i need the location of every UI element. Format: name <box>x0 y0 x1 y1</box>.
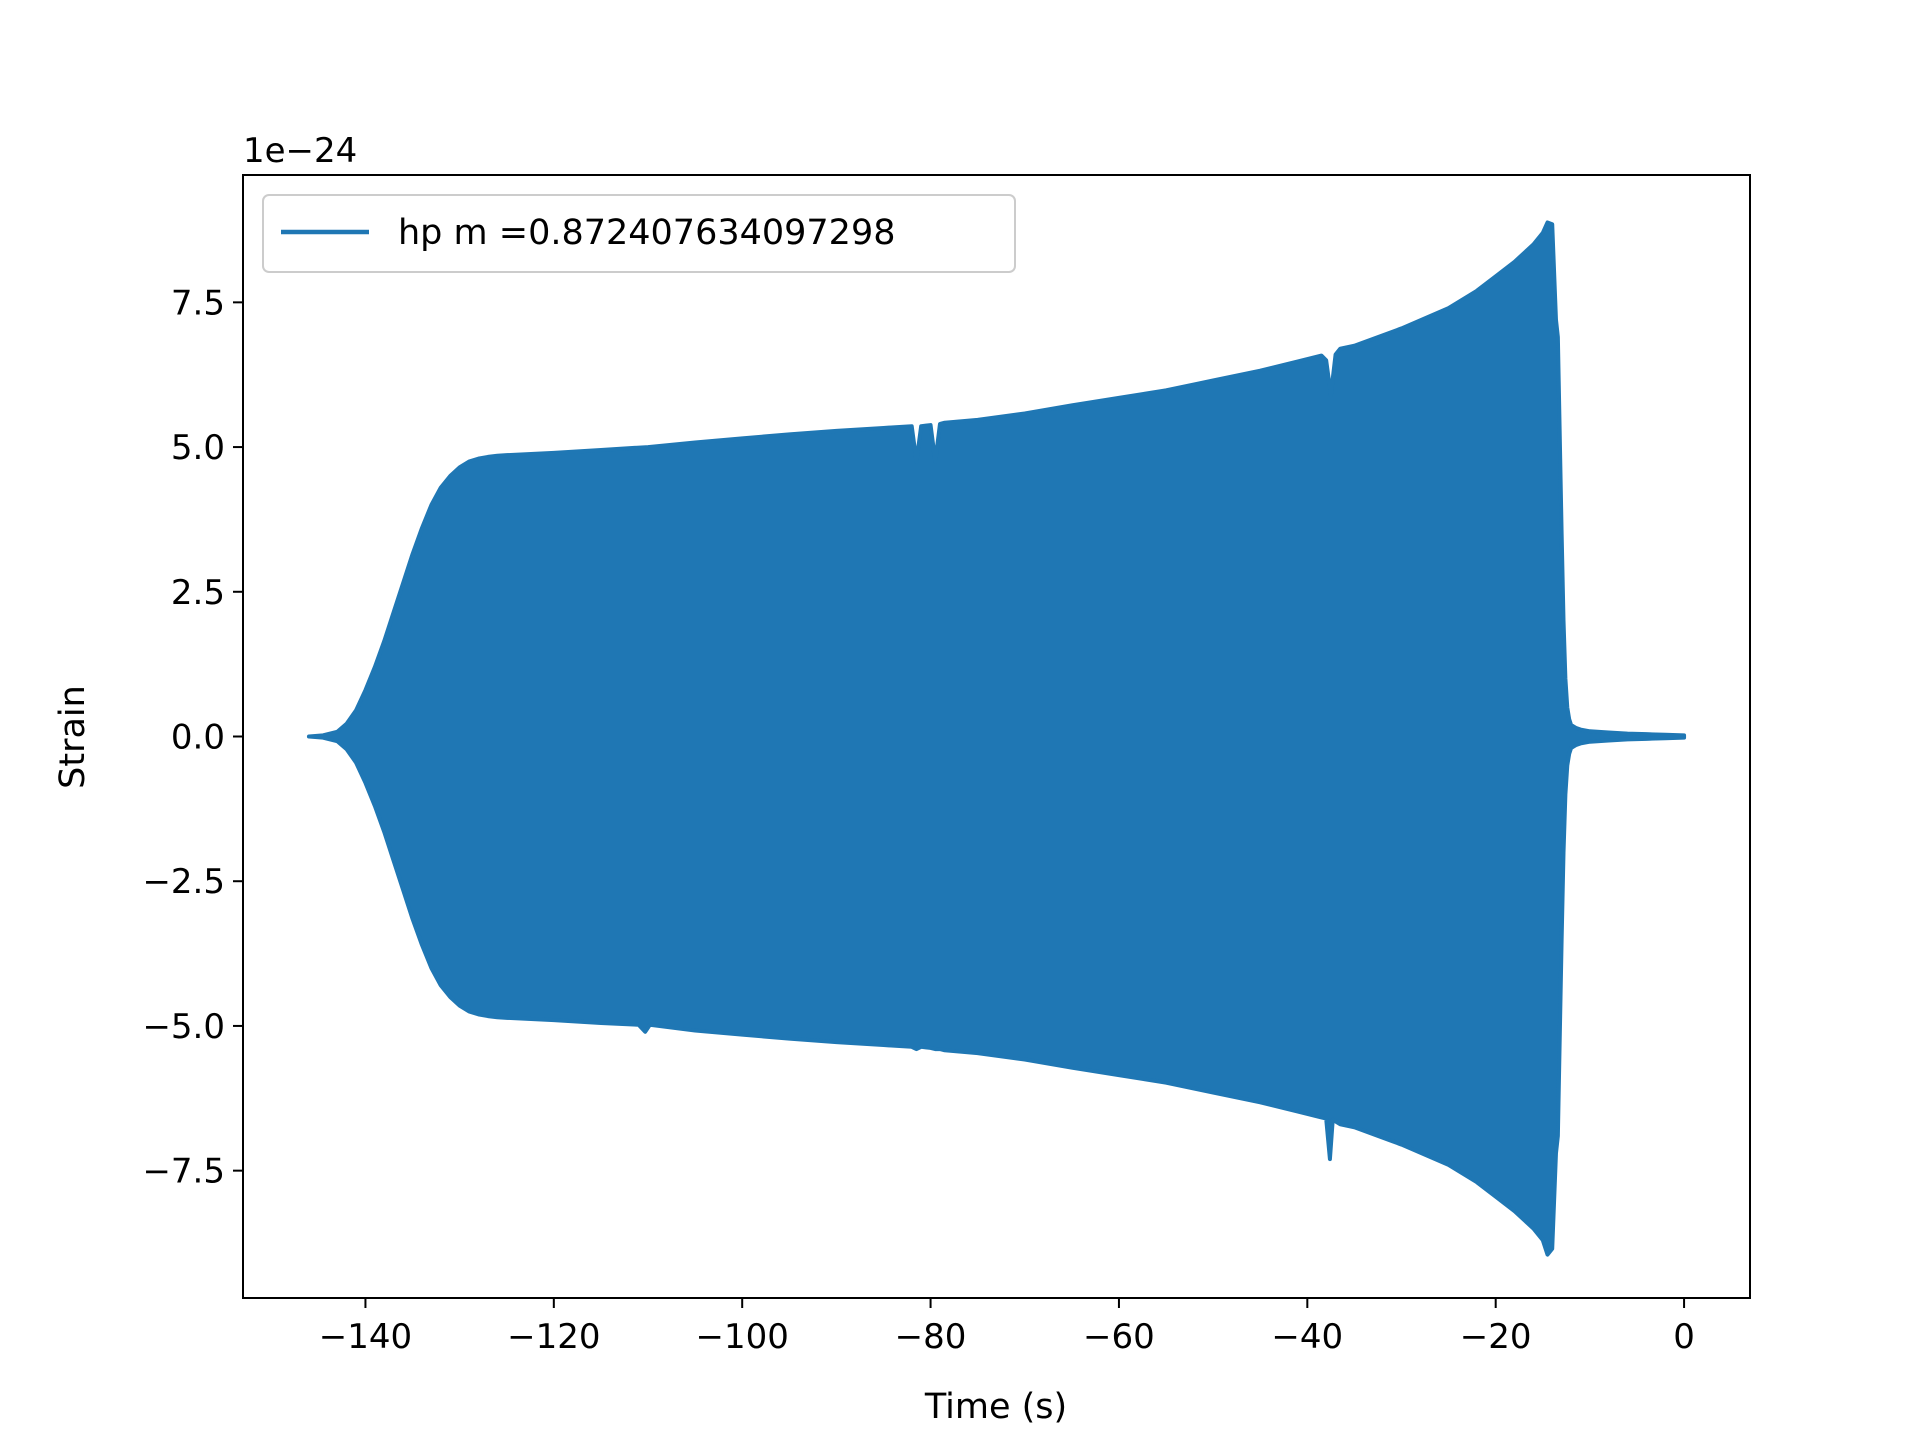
y-tick-label: −7.5 <box>142 1152 225 1192</box>
x-tick-label: −40 <box>1271 1317 1343 1357</box>
y-tick-label: 7.5 <box>171 283 225 323</box>
series-layer <box>306 220 1687 1257</box>
y-tick-label: −2.5 <box>142 862 225 902</box>
y-axis-label: Strain <box>53 685 93 789</box>
x-axis-ticks: −140 −120 −100 −80 −60 −40 −20 0 <box>319 1298 1695 1357</box>
y-axis-offset-text: 1e−24 <box>243 131 357 171</box>
x-tick-label: −20 <box>1460 1317 1532 1357</box>
x-tick-label: −140 <box>319 1317 412 1357</box>
x-axis-label: Time (s) <box>924 1387 1067 1427</box>
y-tick-label: −5.0 <box>142 1007 225 1047</box>
x-tick-label: 0 <box>1673 1317 1695 1357</box>
y-tick-label: 2.5 <box>171 573 225 613</box>
legend-box <box>262 194 1016 273</box>
x-tick-label: −120 <box>507 1317 600 1357</box>
y-axis-ticks: −7.5 −5.0 −2.5 0.0 2.5 5.0 7.5 <box>142 283 243 1192</box>
x-tick-label: −80 <box>895 1317 967 1357</box>
x-tick-label: −60 <box>1083 1317 1155 1357</box>
legend-entry-label: hp m =0.872407634097298 <box>398 213 896 253</box>
y-tick-label: 5.0 <box>171 428 225 468</box>
series-0-waveform-area <box>306 220 1687 1257</box>
x-tick-label: −100 <box>695 1317 788 1357</box>
y-tick-label: 0.0 <box>171 718 225 758</box>
legend: hp m =0.872407634097298 <box>262 194 1016 273</box>
